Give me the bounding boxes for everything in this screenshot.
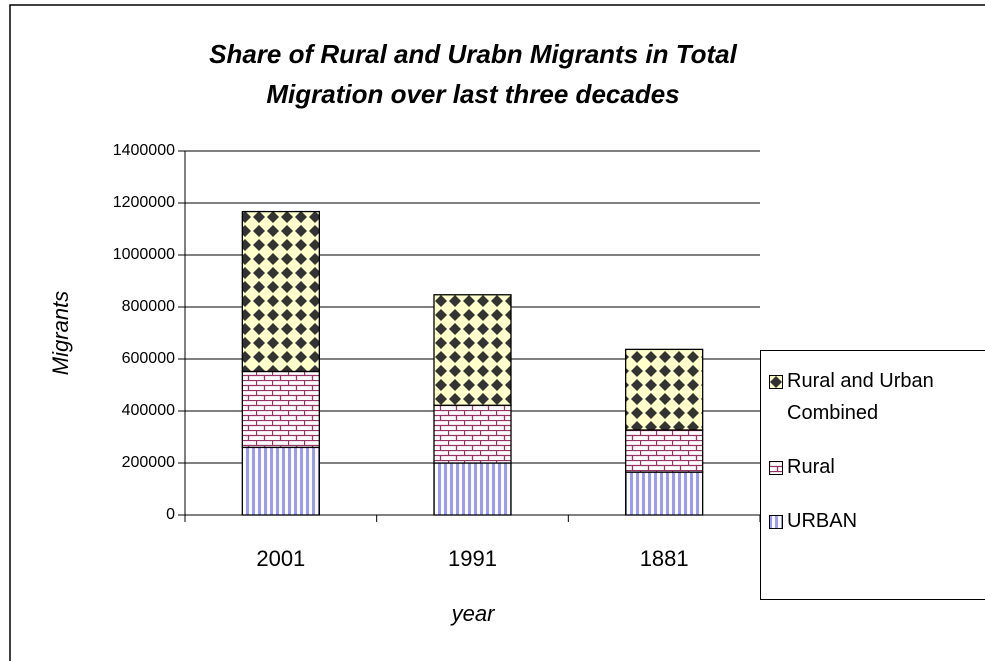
x-tick-label: 2001	[256, 546, 305, 571]
y-tick-label: 1200000	[113, 194, 175, 211]
y-tick-label: 400000	[122, 402, 175, 419]
legend: Rural and Urban Combined Rural URBAN	[760, 350, 985, 600]
y-tick-label: 600000	[122, 350, 175, 367]
chart-title: Migration over last three decades	[266, 79, 679, 109]
chart-title: Share of Rural and Urabn Migrants in Tot…	[209, 39, 738, 69]
bar-segment	[241, 370, 320, 449]
bar-segment	[241, 210, 320, 373]
bar-segment	[241, 446, 320, 516]
y-tick-label: 800000	[122, 298, 175, 315]
y-tick-label: 0	[166, 506, 175, 523]
y-axis-label: Migrants	[48, 291, 73, 375]
bar-segment	[433, 404, 512, 464]
legend-swatch	[769, 375, 783, 389]
x-tick-label: 1881	[640, 546, 689, 571]
legend-label: Rural and Urban Combined	[787, 370, 934, 424]
legend-label: Rural	[787, 456, 835, 478]
x-tick-label: 1991	[448, 546, 497, 571]
legend-label: URBAN	[787, 510, 858, 532]
legend-swatch-rect	[769, 461, 783, 475]
bar-segment	[433, 294, 512, 406]
bar-segment	[625, 471, 704, 516]
bar-segment	[625, 348, 704, 431]
legend-item: Rural and Urban Combined	[769, 365, 984, 429]
legend-swatch	[769, 461, 783, 475]
x-axis-label: year	[450, 601, 496, 626]
y-tick-label: 200000	[122, 454, 175, 471]
legend-swatch	[769, 515, 783, 529]
y-tick-label: 1400000	[113, 142, 175, 159]
legend-swatch-rect	[769, 375, 783, 389]
bar-segment	[625, 429, 704, 473]
legend-item: Rural	[769, 451, 984, 483]
legend-item: URBAN	[769, 505, 984, 537]
bar-segment	[433, 462, 512, 516]
legend-swatch-rect	[769, 515, 783, 529]
y-tick-label: 1000000	[113, 246, 175, 263]
